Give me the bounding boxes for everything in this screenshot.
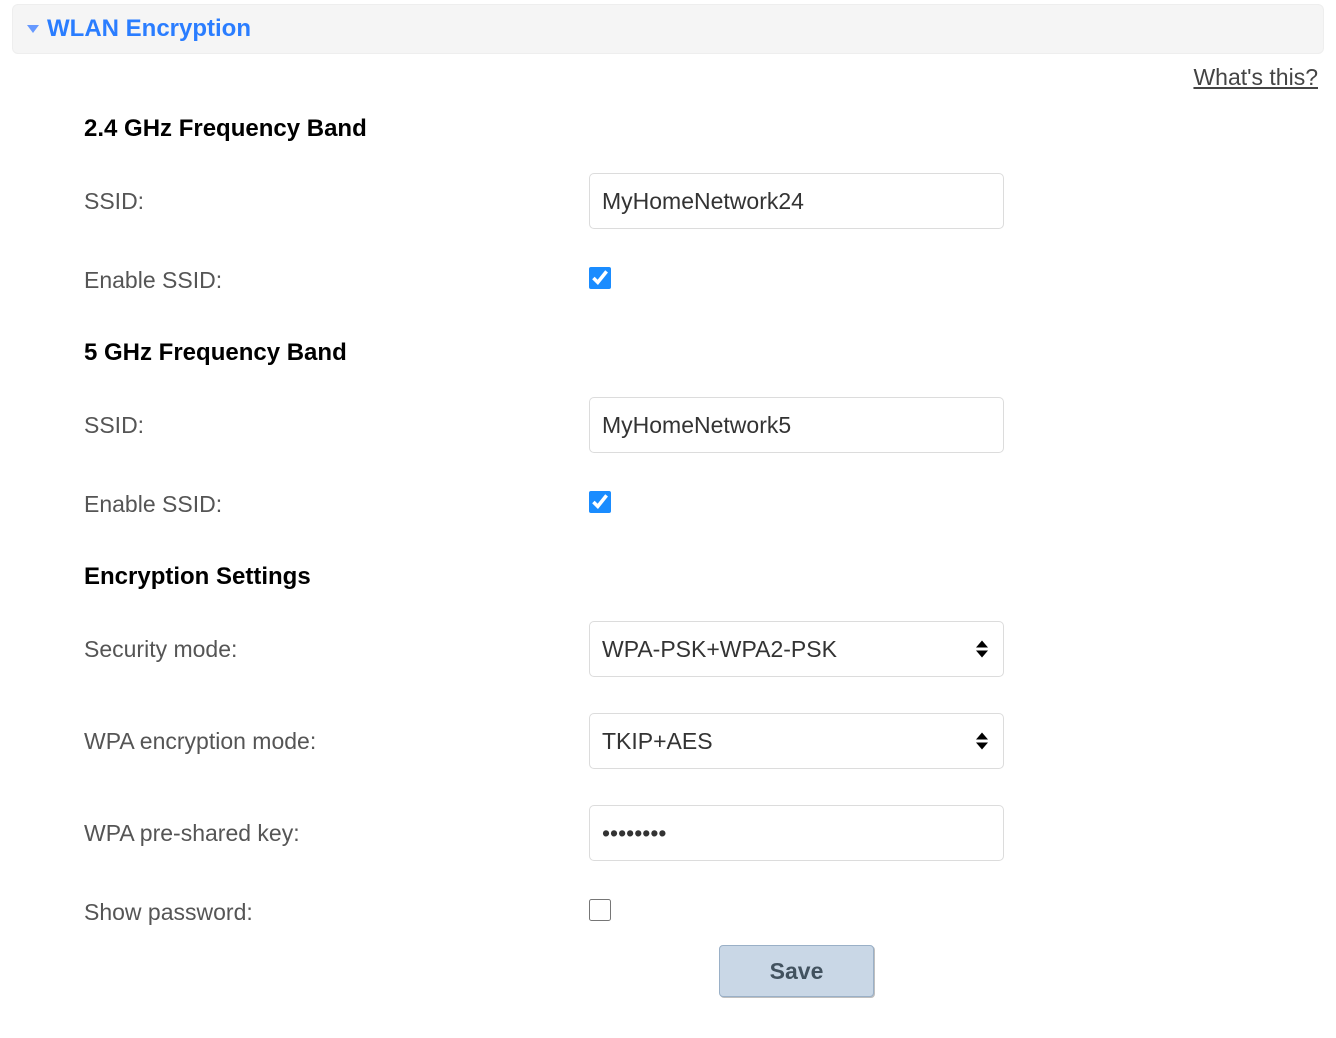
label-ssid-5: SSID: [84,412,589,439]
row-enable-ssid-24: Enable SSID: [84,247,1042,313]
row-psk: WPA pre-shared key: [84,787,1042,879]
wpa-encryption-mode-select[interactable]: TKIP+AES [589,713,1004,769]
enable-ssid-24-checkbox[interactable] [589,267,611,289]
label-wpa-mode: WPA encryption mode: [84,728,589,755]
heading-5ghz: 5 GHz Frequency Band [84,339,1042,367]
settings-content: 2.4 GHz Frequency Band SSID: Enable SSID… [12,115,1042,945]
security-mode-select[interactable]: WPA-PSK+WPA2-PSK [589,621,1004,677]
wpa-psk-input[interactable] [589,805,1004,861]
row-ssid-24: SSID: [84,155,1042,247]
row-wpa-mode: WPA encryption mode: TKIP+AES [84,695,1042,787]
label-security-mode: Security mode: [84,636,589,663]
label-enable-ssid-24: Enable SSID: [84,267,589,294]
heading-encryption: Encryption Settings [84,563,1042,591]
section-header[interactable]: WLAN Encryption [12,4,1324,54]
collapse-icon [27,25,39,33]
label-psk: WPA pre-shared key: [84,820,589,847]
whats-this-link[interactable]: What's this? [1193,64,1318,90]
section-title: WLAN Encryption [47,15,251,43]
ssid-24-input[interactable] [589,173,1004,229]
label-ssid-24: SSID: [84,188,589,215]
label-enable-ssid-5: Enable SSID: [84,491,589,518]
help-row: What's this? [12,60,1324,103]
heading-24ghz: 2.4 GHz Frequency Band [84,115,1042,143]
save-button[interactable]: Save [719,945,874,997]
enable-ssid-5-checkbox[interactable] [589,491,611,513]
show-password-checkbox[interactable] [589,899,611,921]
label-show-password: Show password: [84,899,589,926]
button-row: Save [12,945,1112,997]
row-enable-ssid-5: Enable SSID: [84,471,1042,537]
row-show-password: Show password: [84,879,1042,945]
row-ssid-5: SSID: [84,379,1042,471]
row-security-mode: Security mode: WPA-PSK+WPA2-PSK [84,603,1042,695]
ssid-5-input[interactable] [589,397,1004,453]
